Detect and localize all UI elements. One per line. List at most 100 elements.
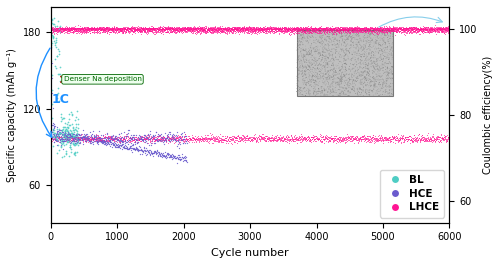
Point: [242, 26, 250, 30]
Point: [95, 136, 103, 140]
Point: [354, 138, 362, 143]
Point: [444, 26, 452, 30]
Point: [310, 59, 318, 63]
Point: [343, 36, 351, 40]
Point: [359, 134, 367, 138]
Point: [329, 27, 337, 31]
Point: [388, 81, 396, 86]
Point: [49, 134, 57, 138]
Point: [74, 136, 82, 141]
Point: [320, 38, 328, 42]
Point: [71, 139, 79, 143]
Point: [142, 29, 150, 34]
Point: [350, 74, 358, 78]
Point: [218, 26, 226, 30]
Point: [281, 139, 289, 143]
Point: [438, 27, 446, 31]
Point: [77, 27, 85, 31]
Point: [166, 130, 174, 134]
Point: [101, 26, 109, 30]
Point: [112, 27, 120, 32]
Point: [332, 32, 340, 36]
Point: [76, 26, 84, 30]
Point: [252, 138, 260, 142]
Point: [263, 29, 271, 33]
Point: [344, 37, 352, 41]
Point: [237, 29, 245, 34]
Point: [144, 27, 152, 32]
Point: [75, 25, 83, 30]
Point: [310, 81, 318, 85]
Point: [66, 28, 74, 32]
Point: [315, 87, 323, 92]
Point: [124, 28, 132, 33]
Point: [294, 78, 302, 82]
Point: [64, 136, 72, 140]
Point: [57, 131, 65, 136]
Point: [126, 144, 134, 148]
Point: [142, 149, 150, 153]
Point: [50, 30, 58, 35]
Point: [140, 28, 148, 32]
Point: [368, 72, 376, 76]
Point: [339, 67, 347, 72]
Point: [420, 27, 428, 31]
Point: [272, 136, 280, 140]
Point: [273, 136, 281, 141]
Point: [222, 26, 230, 30]
Point: [293, 65, 301, 70]
Point: [336, 91, 344, 95]
Point: [117, 26, 125, 30]
Point: [436, 25, 444, 30]
Point: [302, 44, 310, 48]
Point: [346, 91, 354, 95]
Point: [192, 28, 200, 32]
Point: [326, 26, 334, 30]
Point: [388, 136, 396, 140]
Point: [354, 141, 362, 145]
Point: [217, 30, 225, 34]
Point: [342, 86, 350, 90]
Point: [196, 136, 203, 140]
Point: [330, 74, 338, 78]
Point: [366, 27, 374, 32]
Point: [413, 140, 421, 144]
Point: [298, 63, 306, 68]
Point: [352, 136, 360, 141]
Point: [370, 27, 378, 32]
Point: [344, 27, 352, 31]
Point: [86, 27, 94, 31]
Point: [62, 28, 70, 32]
Point: [342, 58, 349, 62]
Point: [366, 56, 374, 60]
Point: [323, 134, 331, 139]
Point: [340, 141, 348, 145]
Point: [296, 33, 304, 37]
Point: [204, 139, 212, 144]
Point: [380, 85, 388, 89]
Point: [376, 135, 384, 139]
Point: [392, 137, 400, 141]
Point: [378, 27, 386, 31]
Point: [168, 27, 176, 31]
Point: [386, 134, 394, 139]
Point: [438, 135, 446, 139]
Point: [368, 45, 376, 50]
Point: [237, 26, 245, 30]
Point: [313, 58, 321, 62]
Point: [56, 140, 64, 144]
Point: [210, 139, 218, 143]
Point: [116, 29, 124, 33]
Point: [364, 37, 372, 42]
Point: [428, 30, 436, 34]
Point: [304, 81, 312, 85]
Point: [182, 158, 190, 163]
Point: [279, 25, 287, 30]
Point: [188, 138, 196, 142]
Point: [88, 27, 96, 31]
Point: [182, 29, 190, 33]
Point: [332, 27, 340, 31]
Point: [330, 29, 338, 33]
Point: [288, 26, 296, 31]
Point: [313, 47, 321, 51]
